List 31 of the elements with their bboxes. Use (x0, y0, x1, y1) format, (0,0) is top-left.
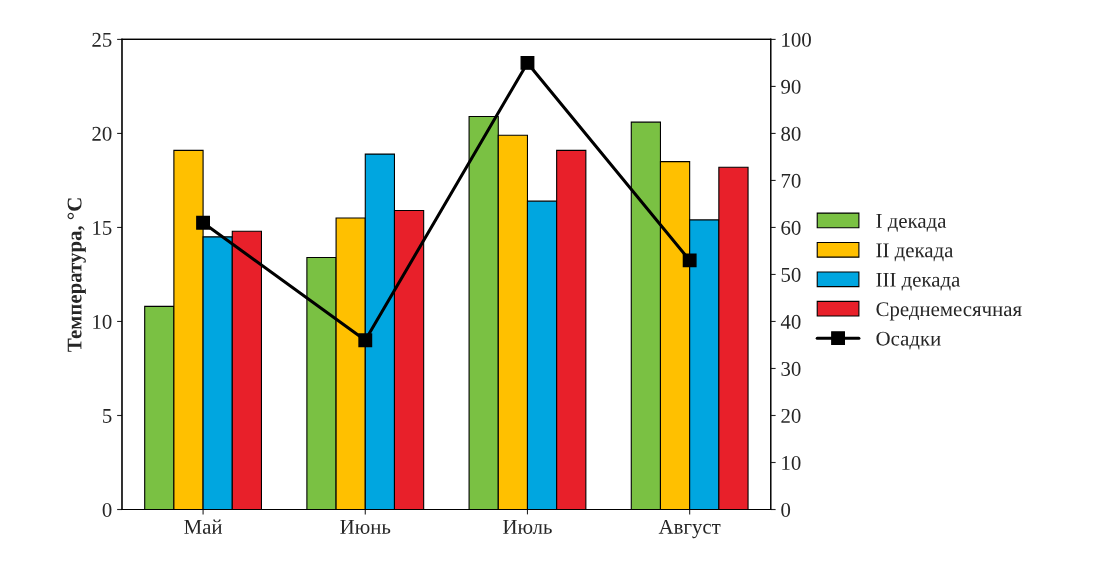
y2-tick-label: 10 (782, 455, 801, 470)
y2-tick-label: 50 (781, 267, 801, 282)
y2-tick-label: 100 (782, 32, 811, 47)
x-tick-label: Июль (503, 520, 552, 534)
y2-tick-label: 20 (781, 408, 801, 423)
y-tick-label: 20 (92, 126, 112, 141)
legend-label: II декада (876, 243, 954, 262)
point (358, 333, 373, 348)
y2-tick-label: 80 (781, 126, 801, 141)
legend-label: III декада (876, 272, 961, 291)
y2-tick-label: 90 (781, 79, 801, 94)
y-tick-label: 15 (93, 220, 112, 235)
y2-tick-label: 40 (780, 314, 801, 329)
y2-tick-label: 0 (781, 502, 791, 517)
y-tick-label: 25 (92, 32, 112, 47)
y2-tick-label: 30 (781, 361, 801, 376)
point (196, 215, 211, 230)
x-tick-label: Август (658, 519, 721, 539)
y-tick-label: 0 (102, 502, 112, 517)
y2-tick-label: 60 (781, 220, 801, 235)
legend-label: Осадки (876, 331, 941, 350)
y-tick-label: 10 (93, 314, 112, 329)
x-tick-label: Июнь (340, 520, 391, 534)
point (520, 55, 535, 70)
y-axis-title: Температура, °C (67, 198, 86, 352)
legend-label: I декада (876, 214, 947, 232)
point (682, 253, 697, 268)
x-tick-label: Май (184, 519, 223, 534)
y2-tick-label: 70 (781, 173, 801, 188)
y-tick-label: 5 (103, 409, 112, 423)
legend-label: Среднемесячная (876, 302, 1022, 321)
